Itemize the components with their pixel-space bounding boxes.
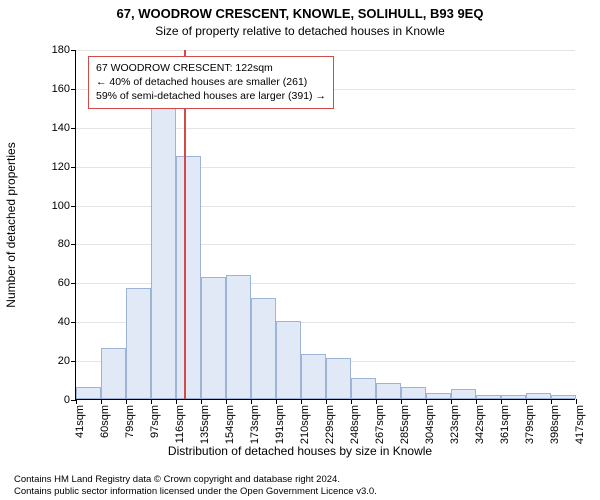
histogram-bar: [201, 277, 226, 400]
xtick-mark: [476, 399, 477, 404]
histogram-bar: [126, 288, 151, 399]
xtick-mark: [501, 399, 502, 404]
xtick-mark: [126, 399, 127, 404]
xtick-mark: [376, 399, 377, 404]
histogram-bar: [551, 395, 576, 399]
histogram-bar: [526, 393, 551, 399]
xtick-label: 379sqm: [524, 405, 536, 444]
xtick-mark: [451, 399, 452, 404]
x-axis-label: Distribution of detached houses by size …: [0, 444, 600, 458]
xtick-mark: [426, 399, 427, 404]
histogram-bar: [501, 395, 526, 399]
callout-line: 67 WOODROW CRESCENT: 122sqm: [96, 61, 326, 75]
histogram-bar: [351, 378, 376, 399]
xtick-label: 173sqm: [249, 405, 261, 444]
histogram-bar: [451, 389, 476, 399]
histogram-bar: [101, 348, 126, 399]
y-axis-label: Number of detached properties: [4, 142, 18, 307]
histogram-bar: [251, 298, 276, 399]
xtick-label: 154sqm: [224, 405, 236, 444]
xtick-label: 229sqm: [324, 405, 336, 444]
xtick-mark: [176, 399, 177, 404]
ytick-label: 20: [58, 355, 76, 367]
xtick-label: 267sqm: [374, 405, 386, 444]
histogram-bar: [326, 358, 351, 399]
histogram-bar: [401, 387, 426, 399]
xtick-label: 41sqm: [74, 405, 86, 438]
callout-line: ← 40% of detached houses are smaller (26…: [96, 75, 326, 89]
xtick-mark: [401, 399, 402, 404]
chart-container: 67, WOODROW CRESCENT, KNOWLE, SOLIHULL, …: [0, 0, 600, 500]
histogram-bar: [276, 321, 301, 399]
ytick-label: 180: [52, 44, 76, 56]
xtick-mark: [301, 399, 302, 404]
histogram-bar: [226, 275, 251, 399]
histogram-bar: [476, 395, 501, 399]
callout-line: 59% of semi-detached houses are larger (…: [96, 89, 326, 103]
xtick-mark: [101, 399, 102, 404]
ytick-label: 160: [52, 83, 76, 95]
chart-title: 67, WOODROW CRESCENT, KNOWLE, SOLIHULL, …: [0, 6, 600, 21]
xtick-mark: [526, 399, 527, 404]
xtick-label: 285sqm: [399, 405, 411, 444]
xtick-label: 342sqm: [474, 405, 486, 444]
xtick-label: 60sqm: [99, 405, 111, 438]
xtick-label: 417sqm: [574, 405, 586, 444]
ytick-label: 60: [58, 277, 76, 289]
xtick-mark: [551, 399, 552, 404]
xtick-mark: [251, 399, 252, 404]
ytick-label: 140: [52, 122, 76, 134]
xtick-label: 191sqm: [274, 405, 286, 444]
histogram-bar: [76, 387, 101, 399]
histogram-bar: [176, 156, 201, 399]
xtick-mark: [226, 399, 227, 404]
xtick-label: 79sqm: [124, 405, 136, 438]
xtick-mark: [351, 399, 352, 404]
ytick-label: 80: [58, 238, 76, 250]
xtick-label: 248sqm: [349, 405, 361, 444]
xtick-mark: [151, 399, 152, 404]
xtick-label: 304sqm: [424, 405, 436, 444]
ytick-label: 40: [58, 316, 76, 328]
xtick-label: 398sqm: [549, 405, 561, 444]
gridline: [76, 50, 575, 51]
plot-area: 02040608010012014016018041sqm60sqm79sqm9…: [75, 50, 575, 400]
xtick-label: 323sqm: [449, 405, 461, 444]
histogram-bar: [301, 354, 326, 399]
xtick-mark: [76, 399, 77, 404]
xtick-label: 135sqm: [199, 405, 211, 444]
histogram-bar: [426, 393, 451, 399]
xtick-label: 210sqm: [299, 405, 311, 444]
footer-line-2: Contains public sector information licen…: [14, 486, 377, 498]
xtick-mark: [201, 399, 202, 404]
xtick-mark: [276, 399, 277, 404]
histogram-bar: [151, 94, 176, 399]
ytick-label: 120: [52, 161, 76, 173]
xtick-mark: [326, 399, 327, 404]
ytick-label: 100: [52, 200, 76, 212]
callout-box: 67 WOODROW CRESCENT: 122sqm← 40% of deta…: [88, 56, 334, 109]
histogram-bar: [376, 383, 401, 399]
footer-line-1: Contains HM Land Registry data © Crown c…: [14, 474, 340, 486]
xtick-label: 116sqm: [174, 405, 186, 443]
xtick-label: 361sqm: [499, 405, 511, 444]
xtick-label: 97sqm: [149, 405, 161, 438]
chart-subtitle: Size of property relative to detached ho…: [0, 24, 600, 38]
xtick-mark: [576, 399, 577, 404]
